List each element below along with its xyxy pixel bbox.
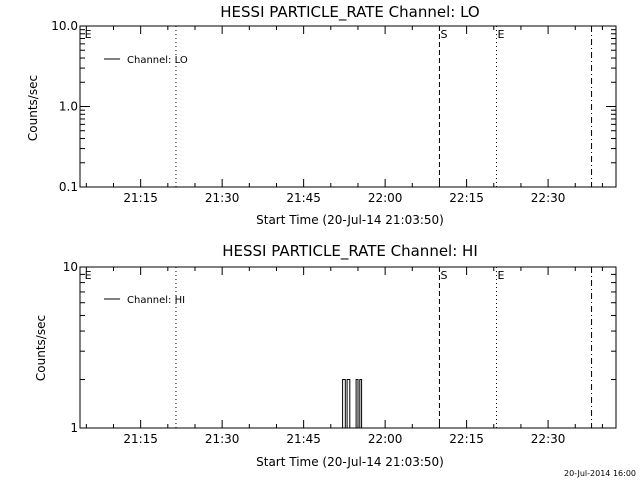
x-tick-label: 21:15 [123, 191, 158, 205]
legend-label: Channel: LO [127, 55, 188, 66]
x-tick-label: 22:30 [531, 191, 566, 205]
chart-title: HESSI PARTICLE_RATE Channel: LO [220, 3, 479, 22]
series-line [342, 379, 363, 429]
x-tick-label: 22:00 [368, 432, 403, 446]
y-tick-label: 1 [70, 421, 78, 435]
footer-timestamp: 20-Jul-2014 16:00 [564, 469, 636, 478]
x-tick-label: 21:30 [205, 191, 240, 205]
x-tick-label: 21:45 [286, 191, 321, 205]
chart-panel-hi: HESSI PARTICLE_RATE Channel: HI 21:15 21:… [34, 242, 617, 469]
data-series [342, 379, 363, 429]
chart-panel-lo: HESSI PARTICLE_RATE Channel: LO 21:15 21:… [26, 3, 617, 227]
axis-ticks: 21:15 21:30 21:45 22:00 22:15 22:30 1 10 [63, 260, 616, 446]
axis-ticks: 21:15 21:30 21:45 22:00 22:15 22:30 0.1 1.0 10.0 [51, 19, 616, 205]
x-tick-label: 22:15 [449, 191, 484, 205]
legend-label: Channel: HI [127, 295, 185, 306]
x-tick-label: 22:00 [368, 191, 403, 205]
x-axis-label: Start Time (20-Jul-14 21:03:50) [256, 455, 444, 469]
y-axis-label: Counts/sec [26, 75, 40, 141]
event-marker-label: S [440, 269, 447, 282]
x-tick-label: 22:30 [531, 432, 566, 446]
y-axis-label: Counts/sec [34, 315, 48, 381]
plot-frame [79, 25, 617, 188]
y-tick-label: 0.1 [59, 180, 78, 194]
event-marker-label: E [85, 269, 92, 282]
y-tick-label: 1.0 [59, 100, 78, 114]
y-tick-label: 10 [63, 260, 78, 274]
x-tick-label: 22:15 [449, 432, 484, 446]
x-axis-label: Start Time (20-Jul-14 21:03:50) [256, 213, 444, 227]
event-marker-label: E [85, 28, 92, 41]
x-tick-label: 21:45 [286, 432, 321, 446]
chart-title: HESSI PARTICLE_RATE Channel: HI [222, 242, 478, 261]
event-marker-label: E [497, 28, 504, 41]
plot-frame [79, 266, 617, 429]
x-tick-label: 21:30 [205, 432, 240, 446]
event-marker-label: E [497, 269, 504, 282]
event-marker-label: S [440, 28, 447, 41]
y-tick-label: 10.0 [51, 19, 78, 33]
x-tick-label: 21:15 [123, 432, 158, 446]
